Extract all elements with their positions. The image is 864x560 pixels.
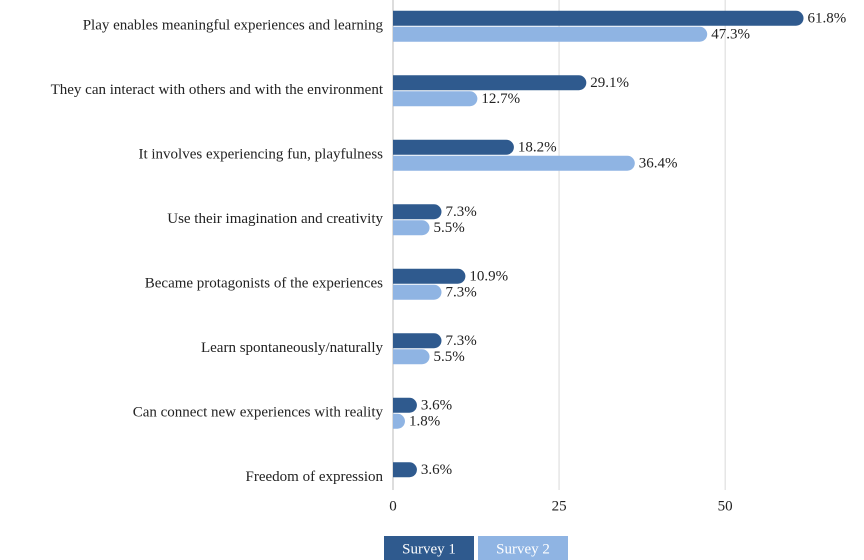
data-label: 7.3% — [445, 204, 476, 220]
bar — [393, 462, 417, 478]
x-tick-label: 50 — [718, 498, 733, 514]
data-label: 7.3% — [445, 333, 476, 349]
data-label: 29.1% — [590, 75, 629, 91]
y-tick-label: Learn spontaneously/naturally — [201, 340, 384, 356]
data-label: 12.7% — [481, 91, 520, 107]
legend-swatch — [384, 536, 474, 560]
bar — [393, 139, 514, 155]
y-tick-label: Can connect new experiences with reality — [133, 405, 384, 421]
data-label: 10.9% — [469, 269, 508, 285]
bar — [393, 75, 587, 91]
data-label: 1.8% — [409, 414, 440, 430]
data-label: 3.6% — [421, 398, 452, 414]
bar — [393, 397, 417, 413]
data-label: 47.3% — [711, 27, 750, 43]
y-tick-label: Became protagonists of the experiences — [145, 276, 383, 292]
data-label: 5.5% — [434, 220, 465, 236]
bar — [393, 26, 708, 42]
y-tick-label: Use their imagination and creativity — [167, 211, 383, 227]
data-label: 5.5% — [434, 349, 465, 365]
legend-text: Survey 2 — [496, 541, 550, 557]
bar — [393, 155, 635, 171]
bar — [393, 284, 442, 300]
y-tick-label: They can interact with others and with t… — [51, 82, 384, 98]
bar — [393, 204, 442, 220]
bar — [393, 10, 804, 26]
legend-text: Survey 1 — [402, 541, 456, 557]
y-tick-label: It involves experiencing fun, playfulnes… — [138, 147, 383, 163]
bar — [393, 91, 478, 107]
data-label: 18.2% — [518, 140, 557, 156]
bar — [393, 349, 430, 365]
bar — [393, 413, 405, 429]
data-label: 7.3% — [445, 285, 476, 301]
bar — [393, 268, 466, 284]
data-label: 36.4% — [639, 156, 678, 172]
x-tick-label: 25 — [552, 498, 567, 514]
y-tick-label: Freedom of expression — [246, 469, 384, 485]
legend-swatch — [478, 536, 568, 560]
bar — [393, 220, 430, 236]
data-label: 3.6% — [421, 462, 452, 478]
data-label: 61.8% — [808, 11, 847, 27]
bar — [393, 333, 442, 349]
x-tick-label: 0 — [389, 498, 397, 514]
y-tick-label: Play enables meaningful experiences and … — [83, 18, 384, 34]
